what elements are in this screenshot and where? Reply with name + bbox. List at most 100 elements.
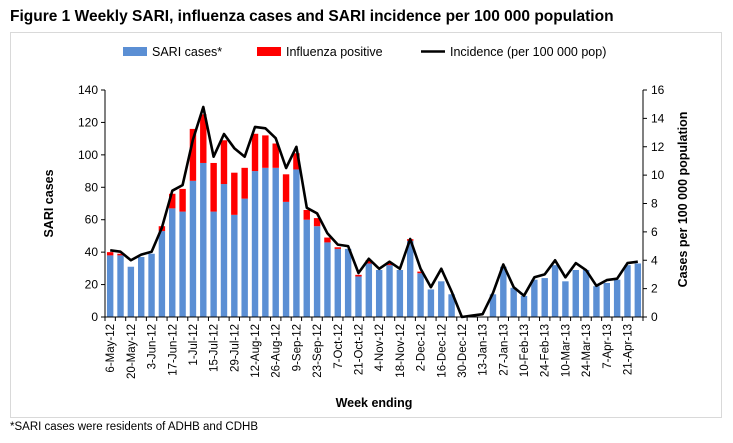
sari-bar bbox=[334, 248, 341, 317]
x-tick-label: 2-Dec-12 bbox=[416, 324, 428, 371]
influenza-bar bbox=[293, 153, 300, 170]
x-tick-label: 27-Jan-13 bbox=[498, 324, 510, 376]
incidence-line bbox=[110, 105, 638, 319]
y-tick-label-right: 8 bbox=[651, 197, 658, 211]
x-tick-label: 6-May-12 bbox=[105, 324, 117, 373]
sari-bar bbox=[531, 279, 538, 317]
x-tick-label: 26-Aug-12 bbox=[271, 324, 283, 378]
sari-bar bbox=[551, 265, 559, 317]
x-tick-label: 12-Aug-12 bbox=[250, 324, 262, 378]
sari-bar bbox=[148, 253, 155, 317]
sari-bar bbox=[282, 201, 290, 317]
y-tick-label-left: 80 bbox=[85, 180, 99, 194]
y-tick-label-right: 6 bbox=[651, 225, 658, 239]
sari-bar bbox=[572, 269, 579, 317]
x-tick-label: 15-Jul-12 bbox=[209, 324, 221, 372]
y-tick-label-right: 0 bbox=[651, 310, 658, 324]
y-tick-label-right: 16 bbox=[651, 83, 665, 97]
sari-bar bbox=[262, 167, 269, 317]
y-tick-label-right: 12 bbox=[651, 140, 665, 154]
y-tick-label-right: 10 bbox=[651, 168, 665, 182]
x-tick-label: 10-Mar-13 bbox=[560, 324, 572, 377]
sari-bar bbox=[272, 167, 279, 317]
sari-bar bbox=[624, 265, 631, 317]
y-tick-label-left: 140 bbox=[78, 83, 98, 97]
sari-bar bbox=[106, 255, 114, 317]
y-tick-label-left: 20 bbox=[85, 278, 99, 292]
sari-bar bbox=[127, 266, 135, 317]
sari-bar bbox=[251, 171, 259, 317]
sari-bar bbox=[303, 219, 310, 317]
sari-bar bbox=[158, 231, 166, 317]
sari-bar bbox=[313, 226, 321, 317]
y-tick-label-right: 14 bbox=[651, 111, 665, 125]
sari-bar bbox=[138, 257, 145, 317]
x-tick-label: 3-Jun-12 bbox=[147, 324, 159, 369]
influenza-bar bbox=[334, 247, 341, 249]
influenza-bar bbox=[220, 140, 228, 185]
influenza-bar bbox=[386, 263, 393, 266]
y-axis-title-right: Cases per 100 000 population bbox=[676, 112, 690, 288]
influenza-bar bbox=[251, 133, 259, 172]
x-tick-label: 23-Sep-12 bbox=[312, 324, 324, 378]
sari-bar bbox=[489, 294, 497, 317]
x-tick-label: 9-Sep-12 bbox=[291, 324, 303, 371]
sari-bar bbox=[200, 162, 207, 317]
legend-swatch-influenza bbox=[257, 47, 281, 56]
sari-bar bbox=[179, 211, 186, 317]
x-tick-label: 10-Feb-13 bbox=[519, 324, 531, 377]
legend-label-sari: SARI cases* bbox=[152, 45, 222, 59]
sari-bar bbox=[375, 269, 383, 317]
sari-bar bbox=[582, 269, 590, 317]
sari-bar bbox=[500, 266, 507, 317]
figure-title: Figure 1 Weekly SARI, influenza cases an… bbox=[10, 8, 614, 25]
influenza-bar bbox=[179, 188, 186, 212]
influenza-bar bbox=[241, 167, 248, 199]
sari-bar bbox=[448, 294, 455, 317]
sari-bar bbox=[365, 263, 373, 317]
sari-bar bbox=[324, 242, 331, 317]
influenza-bar bbox=[272, 143, 279, 168]
y-tick-label-left: 0 bbox=[91, 310, 98, 324]
influenza-bar bbox=[231, 172, 238, 215]
sari-bar bbox=[355, 276, 362, 317]
sari-bar bbox=[593, 286, 600, 317]
x-tick-label: 20-May-12 bbox=[126, 324, 138, 379]
influenza-bar bbox=[365, 260, 373, 264]
influenza-bar bbox=[117, 253, 124, 256]
sari-bar bbox=[417, 273, 424, 317]
footnote: *SARI cases were residents of ADHB and C… bbox=[10, 421, 258, 433]
chart: 0 20 40 60 80 100 120 140 0 2 4 6 8 10 12 14 16 6-May-12 2… bbox=[42, 45, 690, 410]
sari-bar bbox=[241, 198, 248, 317]
x-tick-label: 30-Dec-12 bbox=[457, 324, 469, 378]
sari-bar bbox=[541, 278, 548, 317]
x-tick-label: 7-Apr-13 bbox=[602, 324, 614, 369]
sari-bar bbox=[613, 279, 621, 317]
sari-bar bbox=[386, 265, 393, 317]
influenza-bar bbox=[417, 271, 424, 274]
x-tick-label: 18-Nov-12 bbox=[395, 324, 407, 378]
sari-bar bbox=[344, 248, 352, 317]
influenza-bar bbox=[303, 209, 310, 220]
influenza-bar bbox=[313, 218, 321, 227]
y-tick-label-left: 120 bbox=[78, 115, 98, 129]
legend-swatch-sari bbox=[123, 47, 147, 56]
x-tick-label: 13-Jan-13 bbox=[478, 324, 490, 376]
sari-bar bbox=[189, 180, 197, 317]
sari-bar bbox=[603, 282, 610, 317]
influenza-bar bbox=[200, 114, 207, 163]
x-tick-label: 16-Dec-12 bbox=[436, 324, 448, 378]
chart-frame: 0 20 40 60 80 100 120 140 0 2 4 6 8 10 12 14 16 6-May-12 2… bbox=[10, 32, 722, 418]
sari-bar bbox=[117, 255, 124, 317]
sari-bar bbox=[220, 184, 228, 317]
x-tick-label: 24-Mar-13 bbox=[581, 324, 593, 377]
y-axis-title-left: SARI cases bbox=[42, 169, 56, 237]
x-tick-label: 21-Oct-12 bbox=[354, 324, 366, 375]
legend-label-incidence: Incidence (per 100 000 pop) bbox=[450, 45, 606, 59]
x-tick-label: 17-Jun-12 bbox=[167, 324, 179, 376]
y-tick-label-right: 2 bbox=[651, 282, 658, 296]
influenza-bar bbox=[262, 135, 269, 168]
y-tick-label-left: 100 bbox=[78, 148, 98, 162]
sari-bar bbox=[520, 295, 528, 317]
x-tick-label: 24-Feb-13 bbox=[540, 324, 552, 377]
